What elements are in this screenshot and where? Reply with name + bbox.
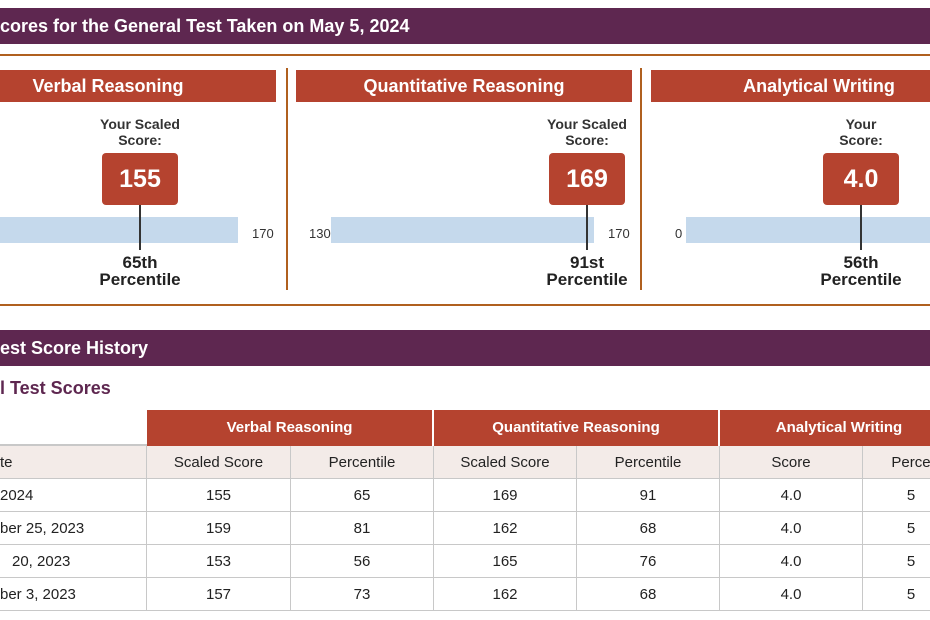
- percentile: 56th: [843, 253, 879, 272]
- scale-bar: [331, 217, 594, 243]
- column-header: Percentile: [577, 446, 720, 479]
- panel-title: Analytical Writing: [743, 76, 895, 96]
- panel-header: [651, 70, 930, 102]
- history-banner: est Score History: [0, 330, 930, 366]
- column-header: Perce: [863, 446, 930, 479]
- column-header: Scaled Score: [434, 446, 577, 479]
- table-cell: 159: [147, 512, 291, 545]
- divider: [0, 304, 930, 306]
- column-header: Percentile: [291, 446, 434, 479]
- score-label: Score:: [118, 132, 162, 148]
- percentile: 65th: [122, 253, 158, 272]
- table-cell: 81: [291, 512, 434, 545]
- table-cell: 5: [863, 479, 930, 512]
- table-cell: 4.0: [720, 545, 863, 578]
- table-cell: 5: [863, 578, 930, 611]
- column-header: Scaled Score: [147, 446, 291, 479]
- score-marker: [139, 205, 141, 250]
- scale-max: 170: [608, 226, 630, 241]
- table-cell: 4.0: [720, 512, 863, 545]
- panel-header: [296, 70, 632, 102]
- table-cell: 73: [291, 578, 434, 611]
- table-cell: 157: [147, 578, 291, 611]
- column-header: te: [0, 446, 147, 479]
- score-label: Score:: [839, 132, 883, 148]
- score-label: Score:: [565, 132, 609, 148]
- table-cell: 162: [434, 512, 577, 545]
- column-header: Score: [720, 446, 863, 479]
- table-cell: 91: [577, 479, 720, 512]
- scale-bar: [686, 217, 930, 243]
- table-cell: 4.0: [720, 479, 863, 512]
- group-header: Analytical Writing: [720, 410, 930, 446]
- table-cell: 65: [291, 479, 434, 512]
- table-cell: 5: [863, 512, 930, 545]
- table-cell: 76: [577, 545, 720, 578]
- table-cell: 68: [577, 512, 720, 545]
- table-cell: 162: [434, 578, 577, 611]
- table-cell: 165: [434, 545, 577, 578]
- score-marker: [860, 205, 862, 250]
- divider: [286, 68, 288, 290]
- scale-max: 170: [252, 226, 274, 241]
- score-label: Your Scaled: [547, 116, 627, 132]
- history-subtitle: l Test Scores: [0, 378, 111, 398]
- table-cell: 68: [577, 578, 720, 611]
- percentile: Percentile: [820, 270, 902, 289]
- score-box: 155: [102, 153, 178, 205]
- history-title: est Score History: [0, 338, 149, 358]
- percentile: 91st: [569, 253, 605, 272]
- table-cell: 155: [147, 479, 291, 512]
- panel-header: [0, 70, 276, 102]
- score-marker: [586, 205, 588, 250]
- banner: cores for the General Test Taken on May …: [0, 8, 930, 44]
- table-cell: 2024: [0, 479, 147, 512]
- score-label: Your Scaled: [100, 116, 180, 132]
- table-cell: 56: [291, 545, 434, 578]
- table-cell: 169: [434, 479, 577, 512]
- panel-title: Quantitative Reasoning: [363, 76, 565, 96]
- divider: [0, 54, 930, 56]
- scale-min: 130: [309, 226, 331, 241]
- panel-title: Verbal Reasoning: [32, 76, 184, 96]
- scale-bar: [0, 217, 238, 243]
- score-box: 4.0: [823, 153, 899, 205]
- group-header: Quantitative Reasoning: [434, 410, 720, 446]
- divider: [640, 68, 642, 290]
- table-cell: 153: [147, 545, 291, 578]
- scale-min: 0: [675, 226, 683, 241]
- percentile: Percentile: [99, 270, 181, 289]
- table-cell: 20, 2023: [0, 545, 147, 578]
- table-cell: ber 25, 2023: [0, 512, 147, 545]
- score-box: 169: [549, 153, 625, 205]
- banner-title: cores for the General Test Taken on May …: [0, 16, 410, 36]
- table-cell: ber 3, 2023: [0, 578, 147, 611]
- score-label: Your: [845, 116, 877, 132]
- table-cell: 4.0: [720, 578, 863, 611]
- percentile: Percentile: [546, 270, 628, 289]
- table-cell: 5: [863, 545, 930, 578]
- group-header: Verbal Reasoning: [147, 410, 434, 446]
- table-corner: [0, 410, 147, 446]
